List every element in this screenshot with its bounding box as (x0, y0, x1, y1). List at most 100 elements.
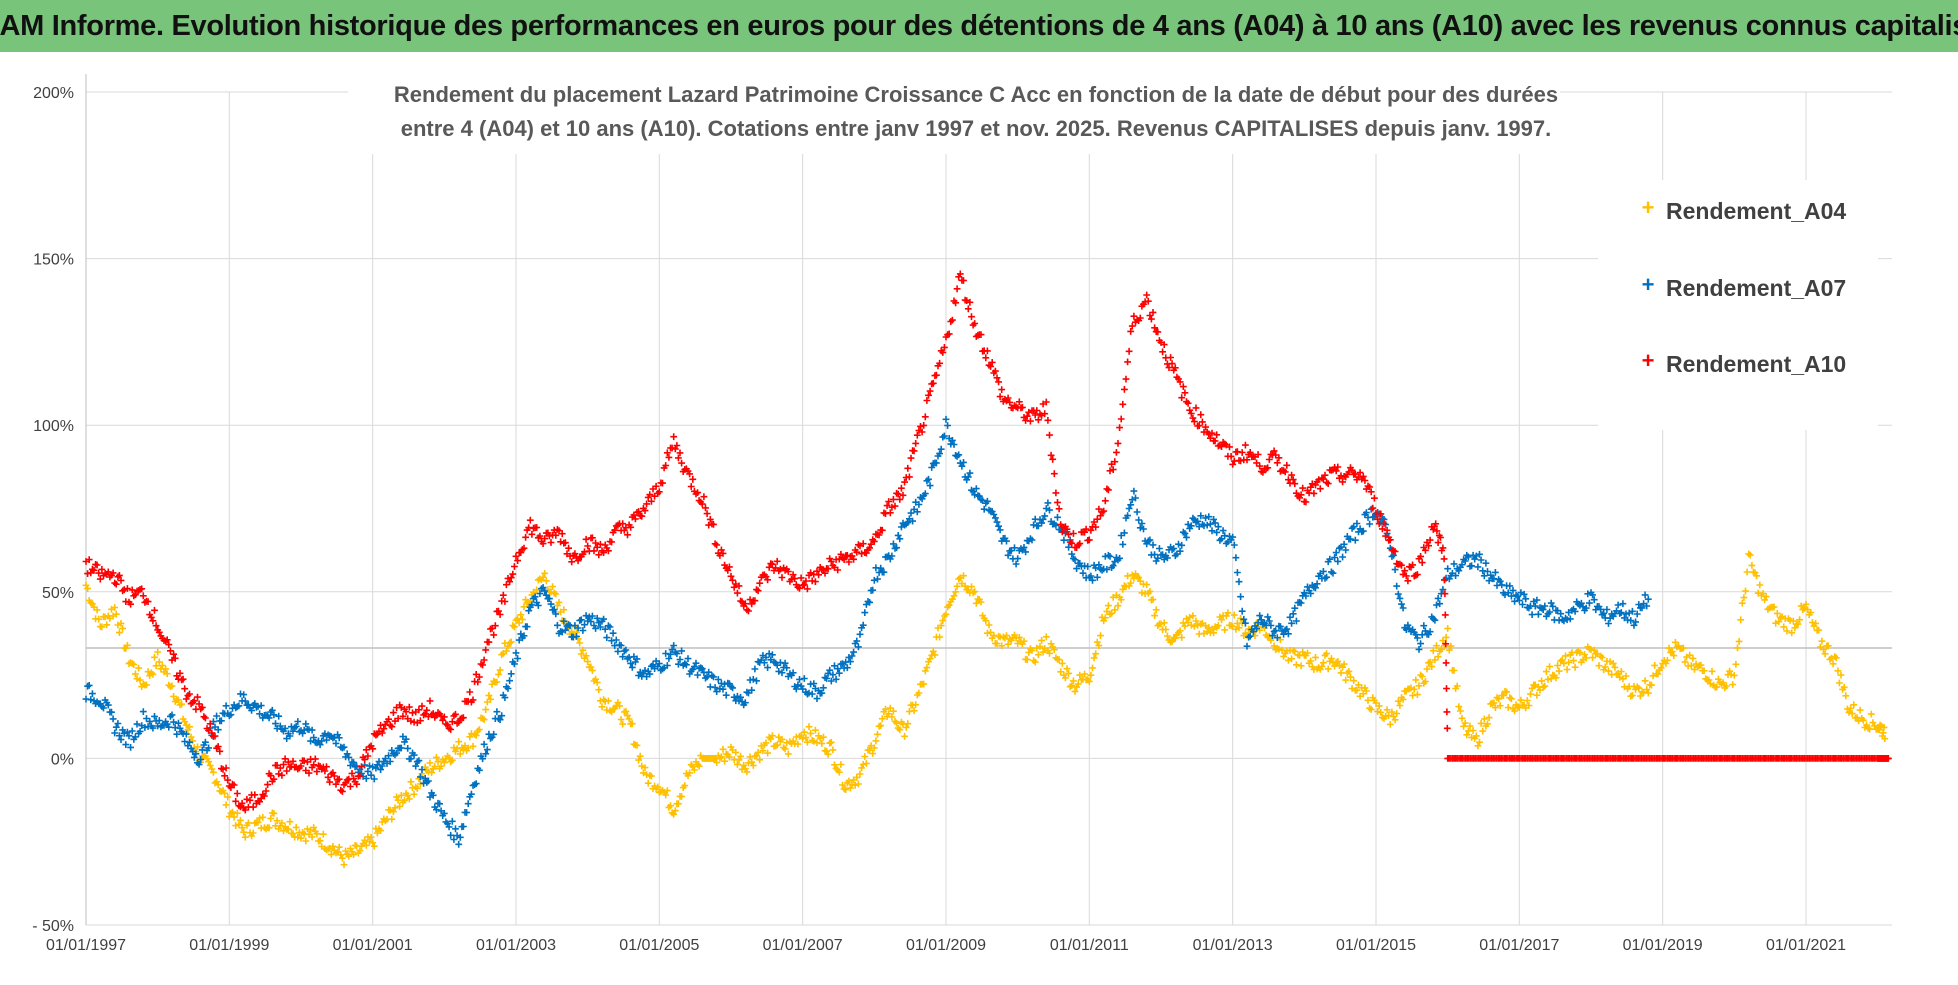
data-point (1259, 469, 1267, 476)
data-point (1253, 459, 1260, 467)
data-point (222, 702, 230, 710)
data-point (560, 606, 568, 614)
data-point (1426, 628, 1434, 636)
data-point (1136, 314, 1144, 322)
data-point (448, 718, 456, 726)
data-point (886, 509, 894, 517)
legend-entry-a10: + Rendement_A10 (1642, 348, 1847, 377)
data-point (321, 730, 329, 738)
data-point (1312, 584, 1319, 592)
data-point (985, 621, 993, 629)
data-point (1353, 520, 1361, 527)
data-point (1681, 658, 1689, 666)
data-point (1479, 727, 1487, 735)
data-point (233, 809, 241, 817)
y-tick-label: - 50% (32, 918, 74, 935)
data-point (1415, 682, 1423, 690)
data-point (364, 768, 372, 775)
data-point (1114, 440, 1122, 447)
data-point (619, 520, 627, 528)
data-point (1794, 620, 1802, 628)
data-point (206, 720, 214, 728)
data-point (112, 723, 120, 731)
data-point (300, 757, 308, 765)
data-point (663, 662, 671, 669)
data-point (686, 470, 693, 478)
data-point (1866, 725, 1874, 733)
data-point (1242, 619, 1249, 627)
data-point (378, 762, 386, 770)
data-point (95, 569, 103, 577)
data-point (890, 496, 897, 503)
data-point (945, 601, 953, 609)
data-point (1394, 697, 1402, 705)
data-point (960, 459, 967, 466)
data-point (181, 685, 189, 693)
data-point (1398, 561, 1405, 569)
data-point (1641, 677, 1649, 685)
data-point (1719, 679, 1727, 686)
data-point (1359, 473, 1367, 480)
data-point (1031, 658, 1039, 666)
data-point (89, 690, 96, 697)
data-point (850, 648, 857, 656)
data-point (1063, 525, 1071, 533)
data-point (1089, 664, 1096, 672)
data-point (706, 516, 714, 523)
data-point (1687, 662, 1695, 669)
data-point (802, 734, 810, 741)
data-point (1386, 536, 1394, 544)
data-point (241, 833, 249, 841)
data-point (929, 379, 937, 387)
data-point (1366, 520, 1373, 528)
series-a04 (82, 550, 1889, 869)
data-point (816, 735, 824, 742)
data-point (1590, 596, 1598, 604)
data-point (851, 781, 859, 789)
data-point (1312, 654, 1319, 661)
data-point (1450, 560, 1458, 568)
data-point (1738, 599, 1746, 607)
data-point (1257, 616, 1265, 624)
data-point (165, 723, 173, 731)
data-point (496, 611, 504, 618)
data-point (173, 730, 181, 738)
data-point (206, 762, 214, 769)
data-point (1780, 623, 1788, 631)
data-point (1476, 738, 1483, 746)
data-point (1418, 559, 1426, 566)
data-point (245, 819, 252, 827)
data-point (589, 612, 596, 620)
data-point (151, 713, 158, 720)
data-point (952, 299, 959, 307)
data-point (945, 330, 953, 338)
data-point (1187, 621, 1195, 629)
data-point (404, 745, 412, 752)
data-point (114, 720, 122, 727)
data-point (1410, 686, 1418, 693)
data-point (705, 668, 713, 676)
data-point (1391, 716, 1399, 724)
data-point (753, 677, 760, 685)
data-point (953, 285, 961, 293)
data-point (280, 761, 287, 768)
data-point (289, 830, 297, 837)
data-point (1227, 453, 1235, 460)
data-point (241, 697, 249, 705)
data-point (1418, 673, 1426, 680)
data-point (1377, 510, 1385, 518)
data-point (1157, 620, 1165, 628)
data-point (464, 800, 472, 808)
data-point (1184, 521, 1192, 528)
data-point (617, 716, 625, 723)
data-point (853, 637, 861, 645)
data-point (1149, 541, 1157, 549)
data-point (507, 670, 515, 678)
data-point (485, 638, 493, 646)
data-point (1538, 677, 1545, 685)
data-point (794, 681, 802, 689)
data-point (469, 696, 477, 704)
data-point (896, 726, 904, 734)
legend-entry-a07: + Rendement_A07 (1642, 272, 1847, 301)
data-point (1065, 531, 1072, 538)
